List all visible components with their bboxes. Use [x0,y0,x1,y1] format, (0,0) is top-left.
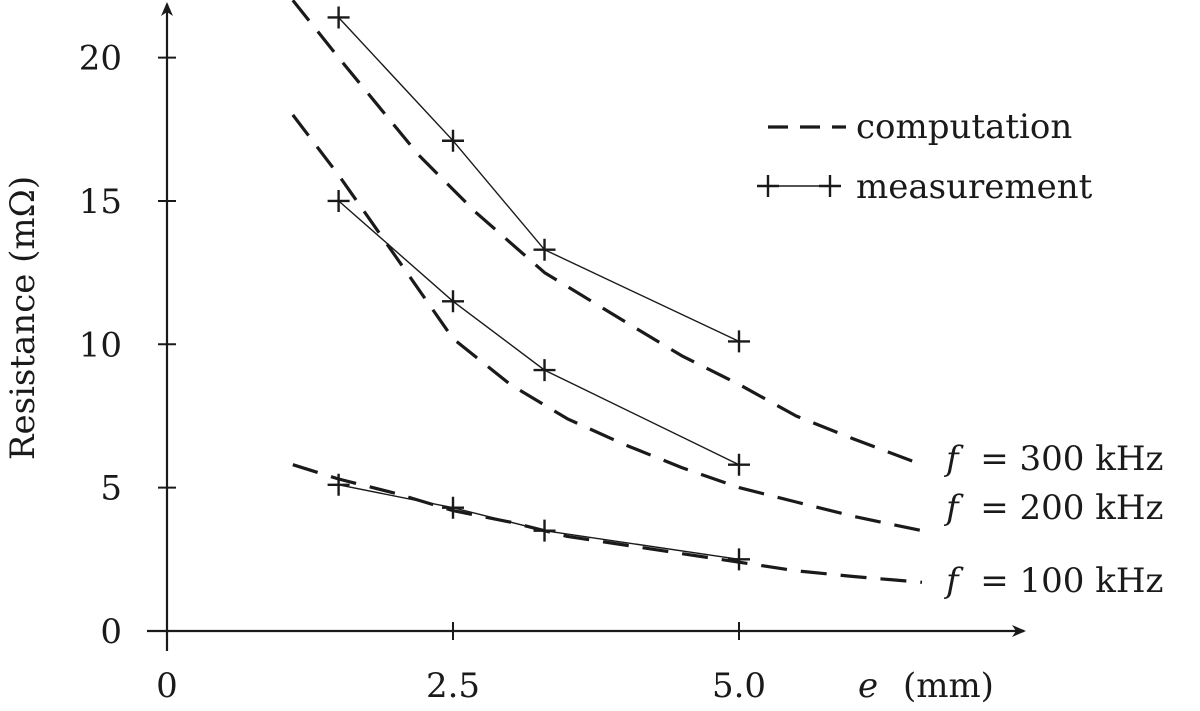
measurement-point-100khz-2 [533,519,556,542]
data-layer [291,0,923,584]
measurement-point-300khz-3 [728,330,750,353]
y-tick-label-0: 0 [100,612,122,652]
curve-label-200khz-var: f [943,488,964,528]
y-axis-label: Resistance (mΩ) [3,176,43,460]
measurement-point-100khz-0 [327,473,350,496]
computation-curve-100khz [292,463,923,584]
curve-label-300khz-var: f [943,439,964,479]
legend-measurement-marker-right [819,175,841,197]
curve-label-100khz-text: = 100 kHz [969,561,1163,601]
computation-curve-200khz [291,113,923,533]
x-axis-label-unit: (mm) [903,666,994,706]
x-axis-label: e (mm) [858,666,994,706]
measurement-point-200khz-3 [728,453,750,476]
measurement-point-200khz-1 [442,290,464,313]
measurement-point-200khz-0 [327,189,350,212]
legend-measurement-label: measurement [856,167,1093,207]
legend-measurement-marker-left [757,175,779,197]
axes [147,2,1026,651]
x-tick-label-1: 2.5 [426,666,480,706]
measurement-point-300khz-1 [442,129,464,152]
measurement-point-100khz-3 [728,548,750,571]
y-tick-label-4: 20 [79,39,122,79]
ticks-layer: 0 2.5 5.0 0 5 10 15 20 [79,39,766,706]
y-tick-label-2: 10 [79,325,122,365]
computation-curve-300khz [291,0,923,467]
curve-label-200khz-text: = 200 kHz [969,488,1163,528]
measurement-line-200khz [338,200,740,466]
legend-computation-label: computation [856,107,1072,147]
x-tick-label-2: 5.0 [712,666,766,706]
curve-label-300khz: f = 300 kHz [943,439,1163,479]
x-tick-label-0: 0 [156,666,178,706]
measurement-point-200khz-2 [533,359,556,382]
x-axis-label-var: e [858,666,878,706]
legend: computation measurement [757,107,1093,207]
curve-labels: f = 300 kHz f = 200 kHz f = 100 kHz [943,439,1163,601]
measurement-point-300khz-2 [533,238,556,261]
y-tick-label-3: 15 [79,182,122,222]
measurement-point-100khz-1 [442,496,464,519]
curve-label-100khz: f = 100 kHz [943,561,1163,601]
curve-label-300khz-text: = 300 kHz [969,439,1163,479]
measurement-point-300khz-0 [327,6,350,29]
measurement-line-100khz [338,484,740,560]
measurement-line-300khz [338,17,740,343]
y-tick-label-1: 5 [100,469,122,509]
curve-label-100khz-var: f [943,561,964,601]
curve-label-200khz: f = 200 kHz [943,488,1163,528]
